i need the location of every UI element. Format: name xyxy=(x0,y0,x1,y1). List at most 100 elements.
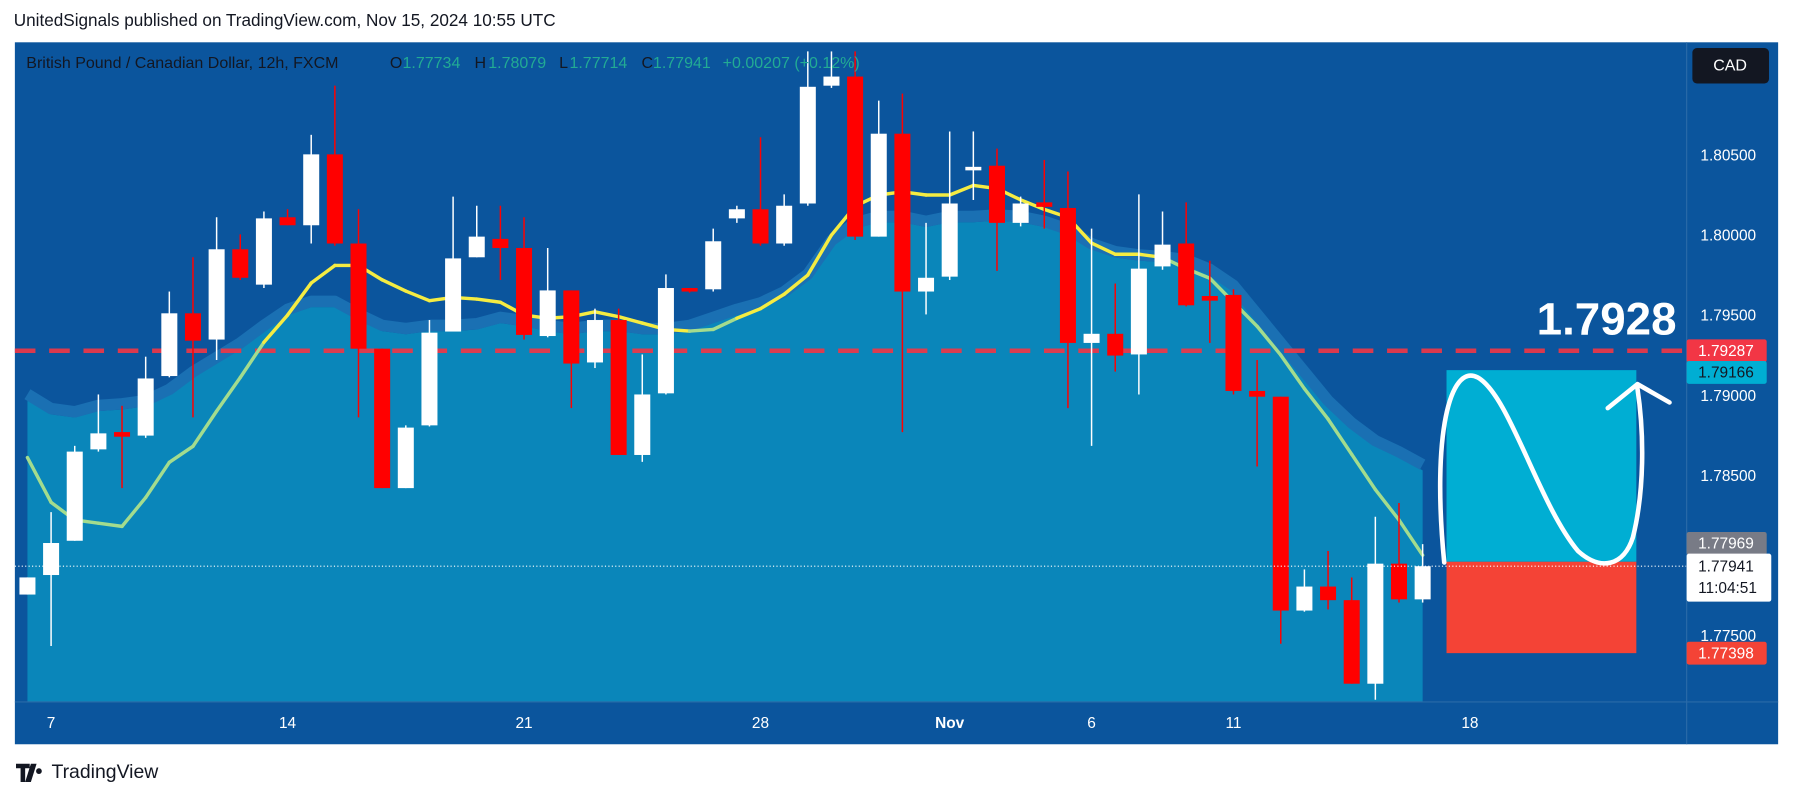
stop-badge-label: 1.77398 xyxy=(1698,645,1754,662)
x-tick-label: 11 xyxy=(1225,715,1241,732)
candle-body xyxy=(941,203,958,277)
publisher-line: UnitedSignals published on TradingView.c… xyxy=(14,10,556,30)
x-tick-label: Nov xyxy=(935,715,965,732)
ema-segment xyxy=(735,306,763,320)
level-badge xyxy=(1686,339,1767,363)
ohlc-value: 1.77941 xyxy=(653,55,711,72)
candle-body xyxy=(1083,333,1100,343)
ema-segment xyxy=(1018,198,1047,212)
ema-segment xyxy=(1279,353,1307,391)
ema-segment xyxy=(1255,324,1283,357)
candle-body xyxy=(397,427,414,489)
candle-body xyxy=(516,247,533,335)
ema-segment xyxy=(806,233,834,277)
ohlc-value: 1.77714 xyxy=(569,55,627,72)
candle-body xyxy=(1343,600,1360,684)
stop-badge xyxy=(1686,641,1767,665)
candle-body xyxy=(870,133,887,237)
y-tick-label: 1.80500 xyxy=(1700,148,1756,165)
candle-body xyxy=(208,249,225,340)
target-badge-label: 1.79166 xyxy=(1698,365,1754,382)
ema-segment xyxy=(214,375,242,413)
x-tick-label: 6 xyxy=(1087,715,1096,732)
candle-body xyxy=(918,277,935,292)
ema-segment xyxy=(1326,417,1354,457)
candle-body xyxy=(1320,586,1337,601)
candle-body xyxy=(539,290,556,337)
candle-body xyxy=(1390,563,1408,600)
candle-body xyxy=(43,543,60,576)
candle-body xyxy=(752,209,769,244)
candle-body xyxy=(326,154,343,244)
candle-body xyxy=(988,165,1005,223)
candle-body xyxy=(137,378,154,436)
candle-body xyxy=(1130,268,1147,355)
y-tick-label: 1.79500 xyxy=(1700,308,1756,325)
ema-segment xyxy=(191,409,219,449)
ohlc-label: L xyxy=(559,55,568,72)
x-tick-label: 28 xyxy=(752,715,769,732)
ema-segment xyxy=(167,444,195,465)
price-badge-label: 1.77941 xyxy=(1698,558,1754,575)
candle-body xyxy=(1272,396,1289,611)
x-tick-label: 14 xyxy=(279,715,297,732)
ema-segment xyxy=(782,273,810,296)
change-value: +0.00207 (+0.12%) xyxy=(723,55,860,72)
plot xyxy=(14,51,1687,702)
candle-body xyxy=(303,154,320,226)
candle-body xyxy=(1036,202,1053,207)
ema-segment xyxy=(238,340,266,380)
currency-label: CAD xyxy=(1713,58,1747,75)
candle-body xyxy=(492,238,509,248)
candle-body xyxy=(1012,203,1029,223)
candle-body xyxy=(445,258,462,332)
candle-body xyxy=(657,288,674,394)
entry-badge-label: 1.77969 xyxy=(1698,536,1754,553)
ohlc-label: C xyxy=(642,55,654,72)
candle-body xyxy=(681,288,698,292)
candle-body xyxy=(823,76,840,86)
candle-body xyxy=(563,290,580,364)
ema-segment xyxy=(687,327,715,333)
ema-segment xyxy=(1089,241,1117,256)
ema-segment xyxy=(616,314,644,325)
ema-segment xyxy=(143,460,172,500)
position-loss xyxy=(1446,561,1637,654)
candle-body xyxy=(1107,333,1124,356)
position-profit xyxy=(1446,370,1637,562)
symbol-title: British Pound / Canadian Dollar, 12h, FX… xyxy=(26,55,338,72)
ema-segment xyxy=(947,183,976,197)
candle-body xyxy=(705,241,722,290)
candle-body xyxy=(776,205,793,244)
ohlc-label: H xyxy=(475,55,487,72)
candle-body xyxy=(468,236,485,258)
candle-body xyxy=(279,217,296,226)
target-badge xyxy=(1686,360,1767,384)
candle-body xyxy=(1414,566,1431,600)
candle-body xyxy=(161,313,178,377)
x-tick-label: 7 xyxy=(47,715,56,732)
y-tick-label: 1.78500 xyxy=(1700,468,1756,485)
brand-logo xyxy=(16,763,42,782)
candle-body xyxy=(799,86,816,204)
x-tick-label: 18 xyxy=(1461,715,1478,732)
ema-segment xyxy=(120,495,148,529)
ema-segment xyxy=(96,521,124,529)
candle-body xyxy=(728,209,745,219)
currency-badge[interactable] xyxy=(1692,48,1769,84)
ema-segment xyxy=(1397,518,1425,557)
candle-body xyxy=(1296,586,1313,611)
candle-body xyxy=(1201,296,1218,301)
candle-body xyxy=(1249,390,1266,397)
y-tick-label: 1.79000 xyxy=(1700,388,1756,405)
x-tick-label: 21 xyxy=(515,715,532,732)
drawn-curve xyxy=(1437,373,1645,566)
candle-body xyxy=(114,432,131,437)
annotation-text: 1.7928 xyxy=(1537,293,1677,344)
ema-segment xyxy=(25,455,53,505)
ema-segment xyxy=(1302,386,1330,421)
candle-body xyxy=(586,320,603,363)
overlay: 1.77500 1.78500 1.79000 1.79500 1.80000 1.805… xyxy=(47,148,1772,732)
